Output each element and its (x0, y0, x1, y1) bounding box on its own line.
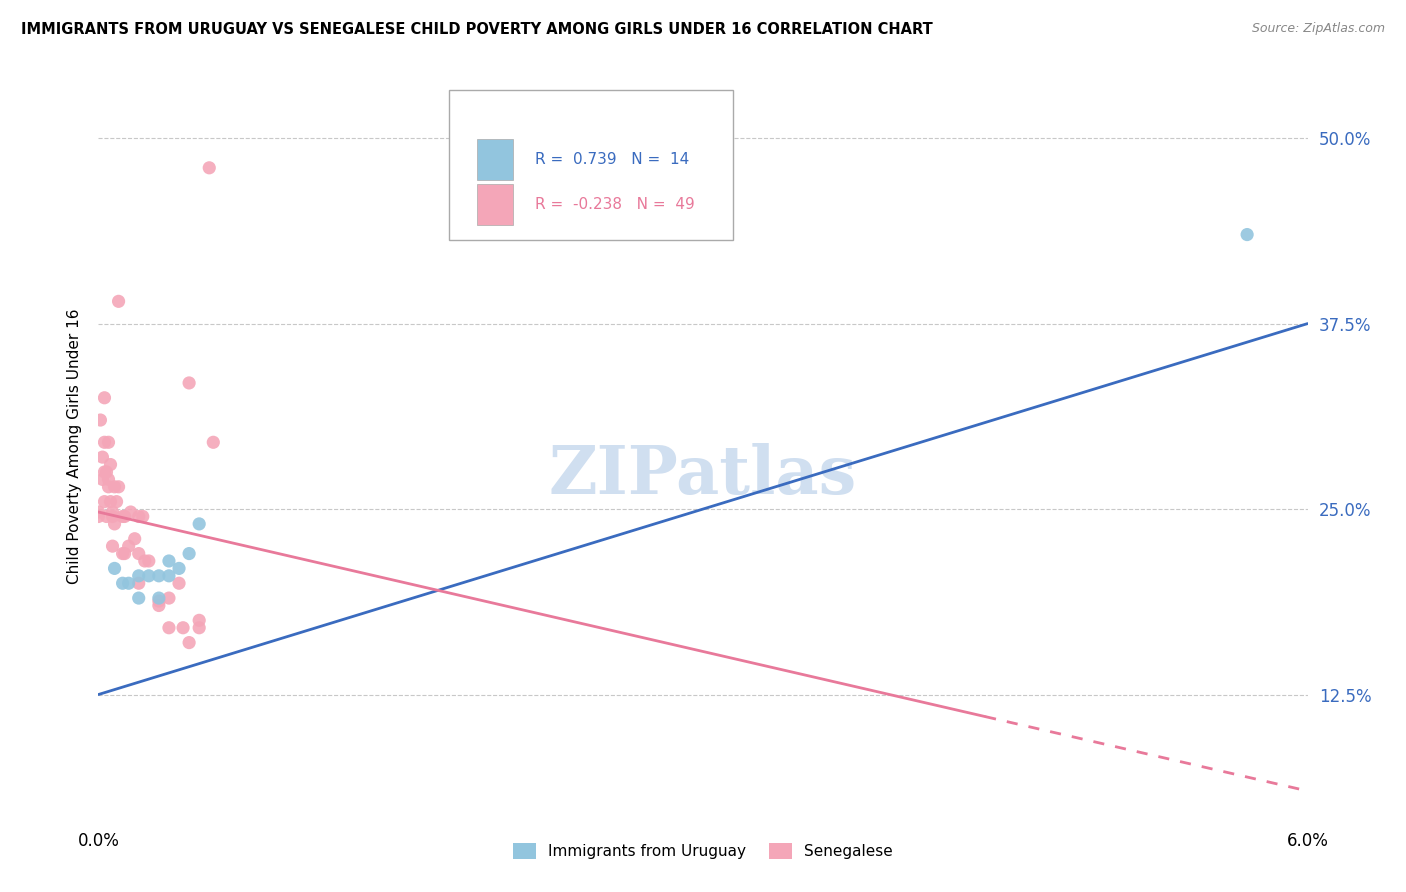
Point (167, 561, 190, 575)
Point (96, 465, 118, 479)
Bar (477, 184, 513, 225)
Point (111, 576, 134, 591)
Point (103, 516, 125, 531)
Point (172, 621, 194, 635)
Point (148, 594, 170, 608)
Text: IMMIGRANTS FROM URUGUAY VS SENEGALESE CHILD POVERTY AMONG GIRLS UNDER 16 CORRELA: IMMIGRANTS FROM URUGUAY VS SENEGALESE CH… (21, 22, 932, 37)
Bar (477, 139, 513, 180)
Point (107, 480, 129, 494)
Point (101, 539, 124, 553)
Point (138, 569, 160, 583)
Point (87, 505, 110, 519)
Point (179, 635, 201, 649)
Point (132, 509, 155, 524)
Point (138, 554, 160, 568)
Point (120, 505, 142, 519)
Point (87, 509, 110, 524)
Text: Source: ZipAtlas.com: Source: ZipAtlas.com (1251, 22, 1385, 36)
Point (148, 591, 170, 605)
Point (188, 516, 211, 531)
Point (128, 509, 150, 524)
Text: ZIPatlas: ZIPatlas (548, 443, 858, 508)
Point (198, 161, 221, 175)
Y-axis label: Child Poverty Among Girls Under 16: Child Poverty Among Girls Under 16 (66, 309, 82, 583)
Point (157, 569, 180, 583)
Point (114, 547, 136, 561)
Point (188, 621, 211, 635)
Point (105, 494, 128, 508)
Point (179, 376, 201, 390)
Point (128, 576, 150, 591)
Point (111, 547, 134, 561)
Point (202, 435, 225, 450)
Point (157, 621, 180, 635)
Point (100, 494, 122, 508)
Point (100, 458, 122, 472)
Point (93, 391, 115, 405)
Point (179, 547, 201, 561)
Point (148, 599, 170, 613)
Point (91, 450, 114, 464)
Point (103, 480, 125, 494)
Legend: Immigrants from Uruguay, Senegalese: Immigrants from Uruguay, Senegalese (508, 838, 898, 865)
FancyBboxPatch shape (449, 90, 734, 240)
Text: R =  0.739   N =  14: R = 0.739 N = 14 (534, 152, 689, 167)
Point (103, 561, 125, 575)
Point (111, 509, 134, 524)
Point (93, 494, 115, 508)
Point (128, 547, 150, 561)
Point (188, 613, 211, 627)
Point (101, 505, 124, 519)
Point (157, 591, 180, 605)
Point (91, 472, 114, 486)
Point (118, 539, 141, 553)
Point (97, 472, 120, 486)
Point (1236, 227, 1258, 242)
Text: R =  -0.238   N =  49: R = -0.238 N = 49 (534, 197, 695, 212)
Point (124, 532, 146, 546)
Point (134, 554, 156, 568)
Point (128, 569, 150, 583)
Point (93, 435, 115, 450)
Point (89, 413, 111, 427)
Point (114, 509, 136, 524)
Point (167, 576, 190, 591)
Point (128, 591, 150, 605)
Point (148, 569, 170, 583)
Point (118, 576, 141, 591)
Point (157, 554, 180, 568)
Point (107, 294, 129, 309)
Point (101, 509, 124, 524)
Point (97, 480, 120, 494)
Point (96, 509, 118, 524)
Point (93, 465, 115, 479)
Point (97, 435, 120, 450)
